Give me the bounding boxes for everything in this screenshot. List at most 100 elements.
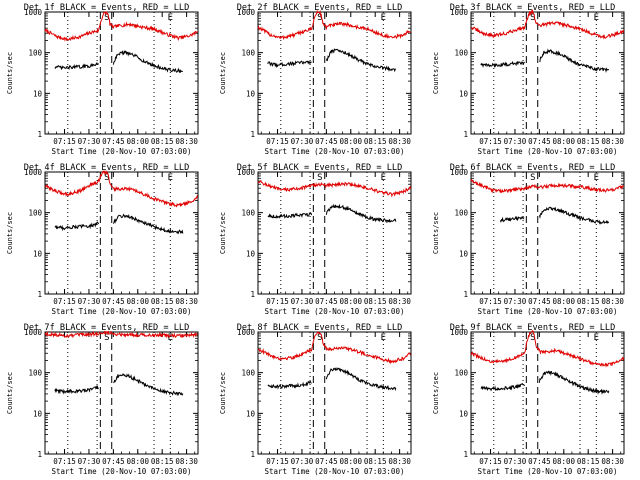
x-tick-label: 07:45 [315, 457, 338, 466]
x-axis-label: Start Time (20-Nov-10 07:03:00) [265, 147, 405, 156]
chart-svg: Det 5f BLACK = Events, RED = LLD 1 10 100 10… [219, 163, 412, 316]
y-tick-label: 1000 [450, 8, 469, 17]
x-tick-label: 07:15 [53, 137, 76, 146]
events-series-line [54, 221, 100, 232]
x-tick-label: 08:30 [175, 457, 198, 466]
x-tick-label: 08:30 [601, 297, 624, 306]
x-tick-label: 08:15 [364, 137, 387, 146]
y-tick-label: 10 [459, 409, 469, 418]
x-tick-label: 07:15 [53, 457, 76, 466]
x-axis-label: Start Time (20-Nov-10 07:03:00) [265, 467, 405, 476]
x-axis-label: Start Time (20-Nov-10 07:03:00) [52, 307, 192, 316]
y-tick-label: 1 [37, 130, 42, 139]
x-axis-label: Start Time (20-Nov-10 07:03:00) [478, 307, 618, 316]
events-series-line [267, 212, 313, 219]
x-tick-label: 08:15 [577, 297, 600, 306]
events-series-line [325, 48, 397, 73]
chart-title: Det 2f BLACK = Events, RED = LLD [237, 3, 403, 13]
x-tick-label: 08:15 [577, 137, 600, 146]
x-tick-label: 08:15 [364, 297, 387, 306]
y-tick-label: 10 [33, 409, 43, 418]
y-tick-label: 1 [250, 130, 255, 139]
x-tick-label: 07:30 [291, 297, 314, 306]
lld-series-line [257, 179, 412, 198]
panel-det-8f: Det 8f BLACK = Events, RED = LLD 1 10 100 10… [213, 320, 426, 480]
x-tick-label: 07:15 [479, 297, 502, 306]
x-tick-label: 08:15 [151, 297, 174, 306]
events-series-line [325, 203, 397, 224]
y-tick-label: 1000 [237, 168, 256, 177]
y-tick-label: 1 [37, 290, 42, 299]
y-tick-label: 1000 [237, 8, 256, 17]
start-marker-label: S [530, 173, 535, 183]
chart-title: Det 3f BLACK = Events, RED = LLD [450, 3, 616, 13]
events-series-line [480, 60, 525, 69]
x-tick-label: 08:00 [126, 297, 149, 306]
chart-title: Det 6f BLACK = Events, RED = LLD [450, 163, 616, 173]
y-axis-label: Counts/sec [219, 212, 227, 254]
x-tick-label: 07:30 [78, 297, 101, 306]
lld-series-line [257, 330, 412, 365]
x-tick-label: 07:30 [291, 137, 314, 146]
end-marker-label: E [168, 13, 173, 23]
panel-det-3f: Det 3f BLACK = Events, RED = LLD 1 10 100 10… [426, 0, 639, 160]
y-tick-label: 1 [250, 290, 255, 299]
start-marker-label: S [104, 13, 109, 23]
x-tick-label: 08:15 [151, 457, 174, 466]
events-series-line [539, 48, 610, 74]
events-series-line [325, 367, 397, 392]
x-tick-label: 08:15 [577, 457, 600, 466]
y-tick-label: 1000 [24, 328, 43, 337]
y-tick-label: 100 [454, 369, 468, 378]
y-tick-label: 1 [463, 130, 468, 139]
x-tick-label: 08:30 [175, 297, 198, 306]
events-series-line [54, 384, 99, 395]
y-tick-label: 10 [246, 409, 256, 418]
x-tick-label: 07:45 [102, 137, 125, 146]
x-tick-label: 07:45 [102, 457, 125, 466]
events-series-line [267, 380, 312, 390]
x-tick-label: 08:30 [175, 137, 198, 146]
chart-title: Det 8f BLACK = Events, RED = LLD [237, 323, 403, 333]
x-axis-label: Start Time (20-Nov-10 07:03:00) [478, 467, 618, 476]
y-tick-label: 1 [250, 450, 255, 459]
x-tick-label: 08:30 [388, 297, 411, 306]
chart-title: Det 4f BLACK = Events, RED = LLD [24, 163, 190, 173]
x-axis-label: Start Time (20-Nov-10 07:03:00) [478, 147, 618, 156]
events-series-line [499, 215, 525, 223]
chart-title: Det 1f BLACK = Events, RED = LLD [24, 3, 190, 13]
y-tick-label: 1 [463, 290, 468, 299]
events-series-line [113, 372, 184, 397]
start-marker-label: S [530, 333, 535, 343]
chart-svg: Det 1f BLACK = Events, RED = LLD 1 10 100 10… [6, 3, 199, 156]
x-tick-label: 07:45 [315, 297, 338, 306]
x-tick-label: 07:15 [479, 457, 502, 466]
x-tick-label: 08:00 [552, 457, 575, 466]
y-tick-label: 100 [28, 369, 42, 378]
x-tick-label: 08:00 [339, 297, 362, 306]
x-tick-label: 07:15 [266, 297, 289, 306]
start-marker-label: S [317, 173, 322, 183]
y-axis-label: Counts/sec [6, 52, 14, 94]
events-series-line [112, 50, 183, 74]
y-tick-label: 10 [459, 249, 469, 258]
panel-det-4f: Det 4f BLACK = Events, RED = LLD 1 10 100 10… [0, 160, 213, 320]
events-series-line [267, 60, 312, 69]
panel-det-7f: Det 7f BLACK = Events, RED = LLD 1 10 100 10… [0, 320, 213, 480]
chart-svg: Det 8f BLACK = Events, RED = LLD 1 10 100 10… [219, 323, 412, 476]
chart-svg: Det 6f BLACK = Events, RED = LLD 1 10 100 10… [432, 163, 625, 316]
end-marker-label: E [594, 173, 599, 183]
events-series-line [480, 382, 525, 392]
x-tick-label: 08:00 [552, 137, 575, 146]
x-axis-label: Start Time (20-Nov-10 07:03:00) [52, 467, 192, 476]
x-tick-label: 07:15 [479, 137, 502, 146]
x-tick-label: 07:30 [504, 137, 527, 146]
chart-svg: Det 3f BLACK = Events, RED = LLD 1 10 100 10… [432, 3, 625, 156]
x-tick-label: 08:00 [126, 457, 149, 466]
end-marker-label: E [594, 333, 599, 343]
x-tick-label: 08:00 [339, 137, 362, 146]
panel-det-2f: Det 2f BLACK = Events, RED = LLD 1 10 100 10… [213, 0, 426, 160]
panel-det-9f: Det 9f BLACK = Events, RED = LLD 1 10 100 10… [426, 320, 639, 480]
x-tick-label: 08:30 [601, 137, 624, 146]
chart-title: Det 7f BLACK = Events, RED = LLD [24, 323, 190, 333]
